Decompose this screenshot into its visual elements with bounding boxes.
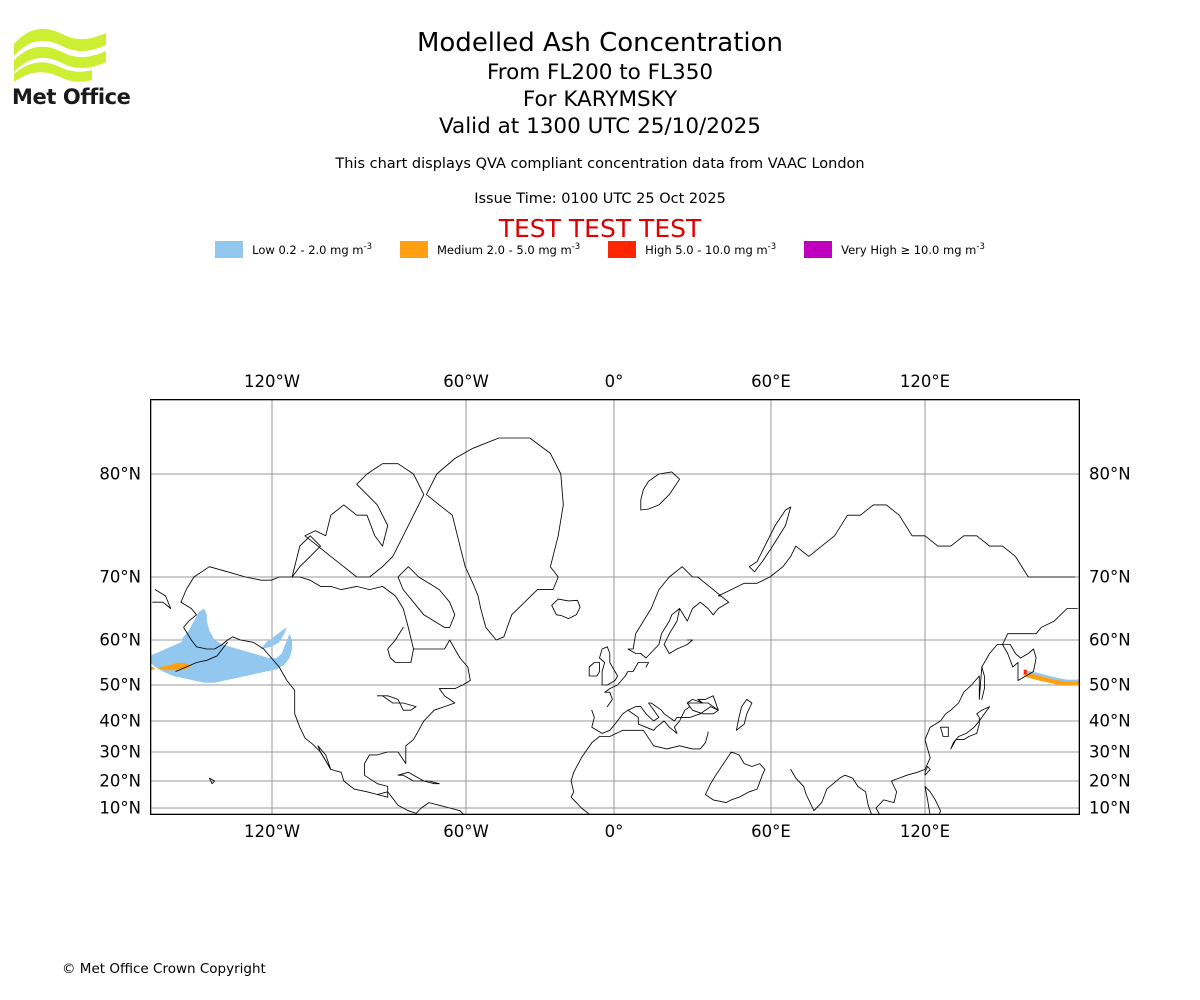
lon-tick-top-60°W: 60°W xyxy=(443,372,489,391)
lon-tick-top-120°E: 120°E xyxy=(899,372,951,391)
coastline-segment xyxy=(152,504,1078,681)
coastline-segment xyxy=(924,766,931,776)
legend-label-very-high: Very High ≥ 10.0 mg m-3 xyxy=(841,242,985,257)
coastline-segment xyxy=(599,646,619,686)
lat-tick-right-40°N: 40°N xyxy=(1089,711,1131,731)
coastline-segment xyxy=(317,745,332,770)
lon-tick-bottom-120°E: 120°E xyxy=(899,822,951,841)
page-title: Modelled Ash Concentration xyxy=(416,28,784,58)
coastline-segment xyxy=(407,802,465,815)
met-office-wordmark: Met Office xyxy=(12,85,131,109)
lon-tick-bottom-0°: 0° xyxy=(604,822,624,841)
map-gridlines xyxy=(150,399,1080,815)
legend-item-medium: Medium 2.0 - 5.0 mg m-3 xyxy=(399,241,581,258)
coastline-segment xyxy=(735,698,753,731)
legend-label-high: High 5.0 - 10.0 mg m-3 xyxy=(645,242,777,257)
lon-tick-bottom-60°E: 60°E xyxy=(751,822,791,841)
legend-swatch-low xyxy=(215,241,244,258)
concentration-legend: Low 0.2 - 2.0 mg m-3 Medium 2.0 - 5.0 mg… xyxy=(0,241,1200,258)
map-canvas xyxy=(150,399,1080,815)
lat-tick-right-50°N: 50°N xyxy=(1089,675,1131,695)
lon-tick-top-120°W: 120°W xyxy=(243,372,301,391)
data-source-note: This chart displays QVA compliant concen… xyxy=(335,156,865,172)
legend-swatch-high xyxy=(608,241,637,258)
lat-tick-right-30°N: 30°N xyxy=(1089,742,1131,762)
lon-tick-bottom-60°W: 60°W xyxy=(443,822,489,841)
coastline-segment xyxy=(376,791,409,812)
coastline-segment xyxy=(981,666,985,700)
coastline-segment xyxy=(175,641,228,672)
coastline-segment xyxy=(425,437,564,641)
coastline-segment xyxy=(376,695,417,711)
coastline-segment xyxy=(940,726,949,737)
coastline-segment xyxy=(950,706,991,750)
lat-tick-left-20°N: 20°N xyxy=(99,771,141,791)
lat-tick-right-10°N: 10°N xyxy=(1089,798,1131,818)
coastline-segment xyxy=(570,742,593,815)
lat-tick-left-60°N: 60°N xyxy=(99,630,141,650)
coastline-segment xyxy=(591,729,709,750)
coastline-segment xyxy=(180,566,414,663)
coastline-segment xyxy=(588,662,600,677)
map-background xyxy=(150,399,1080,815)
coastline-segment xyxy=(304,463,425,578)
lat-tick-left-80°N: 80°N xyxy=(99,464,141,484)
lat-tick-left-40°N: 40°N xyxy=(99,711,141,731)
coastline-segment xyxy=(551,598,581,620)
valid-time: Valid at 1300 UTC 25/10/2025 xyxy=(438,114,761,139)
test-banner: TEST TEST TEST xyxy=(498,214,702,243)
lat-tick-right-20°N: 20°N xyxy=(1089,771,1131,791)
chart-title-block: Modelled Ash Concentration From FL200 to… xyxy=(0,28,1200,140)
lat-tick-right-60°N: 60°N xyxy=(1089,630,1131,650)
flight-level-range: From FL200 to FL350 xyxy=(486,60,714,85)
map-frame xyxy=(150,399,1080,815)
legend-item-high: High 5.0 - 10.0 mg m-3 xyxy=(608,241,776,258)
ash-concentration-map xyxy=(150,399,1080,815)
lat-tick-left-70°N: 70°N xyxy=(99,567,141,587)
coastline-segment xyxy=(640,471,681,511)
met-office-wave-mark xyxy=(14,28,106,82)
copyright-notice: © Met Office Crown Copyright xyxy=(62,961,266,977)
kamchatka-source-high xyxy=(1023,669,1027,675)
lat-tick-right-80°N: 80°N xyxy=(1089,464,1131,484)
legend-swatch-very-high xyxy=(804,241,833,258)
coastline-segment xyxy=(397,566,456,628)
coastline-segment xyxy=(604,662,650,708)
coastline-segment xyxy=(790,666,983,815)
coastline-segment xyxy=(748,506,792,573)
met-office-logo: Met Office xyxy=(12,22,192,109)
coastline-segment xyxy=(663,608,693,654)
lon-tick-top-0°: 0° xyxy=(604,372,624,391)
legend-label-medium: Medium 2.0 - 5.0 mg m-3 xyxy=(436,242,581,257)
legend-swatch-medium xyxy=(399,241,428,258)
lon-tick-bottom-120°W: 120°W xyxy=(243,822,301,841)
legend-item-low: Low 0.2 - 2.0 mg m-3 xyxy=(215,241,372,258)
coastline-segment xyxy=(208,777,216,785)
aleutian-alaska-plume-low-c xyxy=(261,627,287,649)
coastline-segment xyxy=(423,780,440,785)
lat-tick-right-70°N: 70°N xyxy=(1089,567,1131,587)
lat-tick-left-10°N: 10°N xyxy=(99,798,141,818)
lat-tick-left-30°N: 30°N xyxy=(99,742,141,762)
lon-tick-top-60°E: 60°E xyxy=(751,372,791,391)
coastline-segment xyxy=(363,639,471,798)
legend-item-very-high: Very High ≥ 10.0 mg m-3 xyxy=(804,241,985,258)
coastline-segment xyxy=(591,695,719,734)
coastline-segment xyxy=(180,601,389,798)
coastline-segment xyxy=(704,751,766,804)
volcano-name: For KARYMSKY xyxy=(522,87,678,112)
coastlines xyxy=(152,437,1078,815)
lat-tick-left-50°N: 50°N xyxy=(99,675,141,695)
coastline-segment xyxy=(627,566,730,659)
kamchatka-plume-medium xyxy=(1023,672,1080,686)
issue-time: Issue Time: 0100 UTC 25 Oct 2025 xyxy=(474,191,726,207)
coastline-segment xyxy=(686,702,719,715)
coastline-segment xyxy=(291,535,321,578)
legend-label-low: Low 0.2 - 2.0 mg m-3 xyxy=(252,242,372,257)
